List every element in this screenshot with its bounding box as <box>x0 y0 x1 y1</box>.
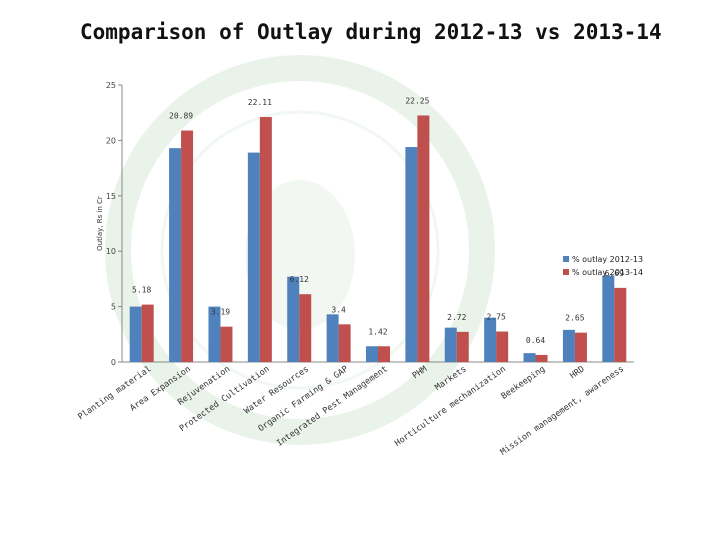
bar-2012-13 <box>523 353 536 362</box>
bar-2012-13 <box>405 147 418 362</box>
category-label: HRD <box>568 364 586 381</box>
bar-2012-13 <box>562 329 575 362</box>
bar-2012-13 <box>287 276 300 362</box>
bar-2013-14 <box>378 346 390 362</box>
bar-2013-14 <box>574 332 587 362</box>
data-label: 5.18 <box>132 286 151 295</box>
chart-bars <box>129 115 627 362</box>
bar-2013-14 <box>496 331 509 362</box>
data-label: 6.69 <box>605 269 624 278</box>
data-label: 22.11 <box>248 98 272 107</box>
category-label: Water Resources <box>242 364 311 416</box>
category-label: Beekeeping <box>500 364 548 402</box>
y-tick-label: 10 <box>106 247 116 256</box>
data-label: 22.25 <box>405 96 429 105</box>
bar-2012-13 <box>247 152 260 362</box>
background-watermark <box>105 55 495 445</box>
y-axis-title: Outlay, Rs in Cr <box>96 196 104 251</box>
data-label: 1.42 <box>368 327 387 336</box>
bar-2012-13 <box>366 346 378 362</box>
bar-2012-13 <box>444 327 457 362</box>
data-label: 6.12 <box>290 275 309 284</box>
y-tick-label: 0 <box>111 358 116 367</box>
category-label: Planting material <box>76 364 153 422</box>
bar-2013-14 <box>535 354 548 362</box>
bar-2012-13 <box>169 148 182 362</box>
legend-swatch <box>563 256 569 262</box>
bar-2012-13 <box>326 314 339 362</box>
bar-2013-14 <box>141 304 154 362</box>
y-tick-label: 15 <box>106 192 116 201</box>
bar-2013-14 <box>259 117 272 362</box>
legend-label: % outlay 2012-13 <box>572 255 643 264</box>
bar-2013-14 <box>417 115 430 362</box>
chart-data-labels: 5.18 20.89 3.19 22.11 6.12 3.4 1.42 22.25 2.72 2.… <box>132 96 624 344</box>
bar-2013-14 <box>456 331 469 362</box>
data-label: 3.4 <box>331 305 346 314</box>
data-label: 20.89 <box>169 112 193 121</box>
data-label: 0.64 <box>526 336 545 345</box>
bar-2012-13 <box>484 317 497 362</box>
bar-2012-13 <box>208 306 221 362</box>
bar-2013-14 <box>181 130 194 362</box>
data-label: 2.75 <box>487 313 506 322</box>
y-tick-label: 20 <box>106 136 116 145</box>
chart-title: Comparison of Outlay during 2012-13 vs 2… <box>80 20 662 44</box>
bar-2012-13 <box>602 275 615 362</box>
legend-label: % outlay 2013-14 <box>572 268 643 277</box>
data-label: 2.65 <box>565 314 584 323</box>
bar-2013-14 <box>338 324 351 362</box>
data-label: 2.72 <box>447 313 466 322</box>
bar-2013-14 <box>614 287 627 362</box>
data-label: 3.19 <box>211 308 230 317</box>
bar-2013-14 <box>299 294 312 362</box>
category-label: Mission management, awareness <box>499 364 626 457</box>
bar-2012-13 <box>129 306 142 362</box>
bar-2013-14 <box>220 326 233 362</box>
y-tick-label: 5 <box>111 303 116 312</box>
y-tick-label: 25 <box>106 81 116 90</box>
legend-swatch <box>563 269 569 275</box>
chart-legend: % outlay 2012-13 % outlay 2013-14 <box>563 255 643 277</box>
